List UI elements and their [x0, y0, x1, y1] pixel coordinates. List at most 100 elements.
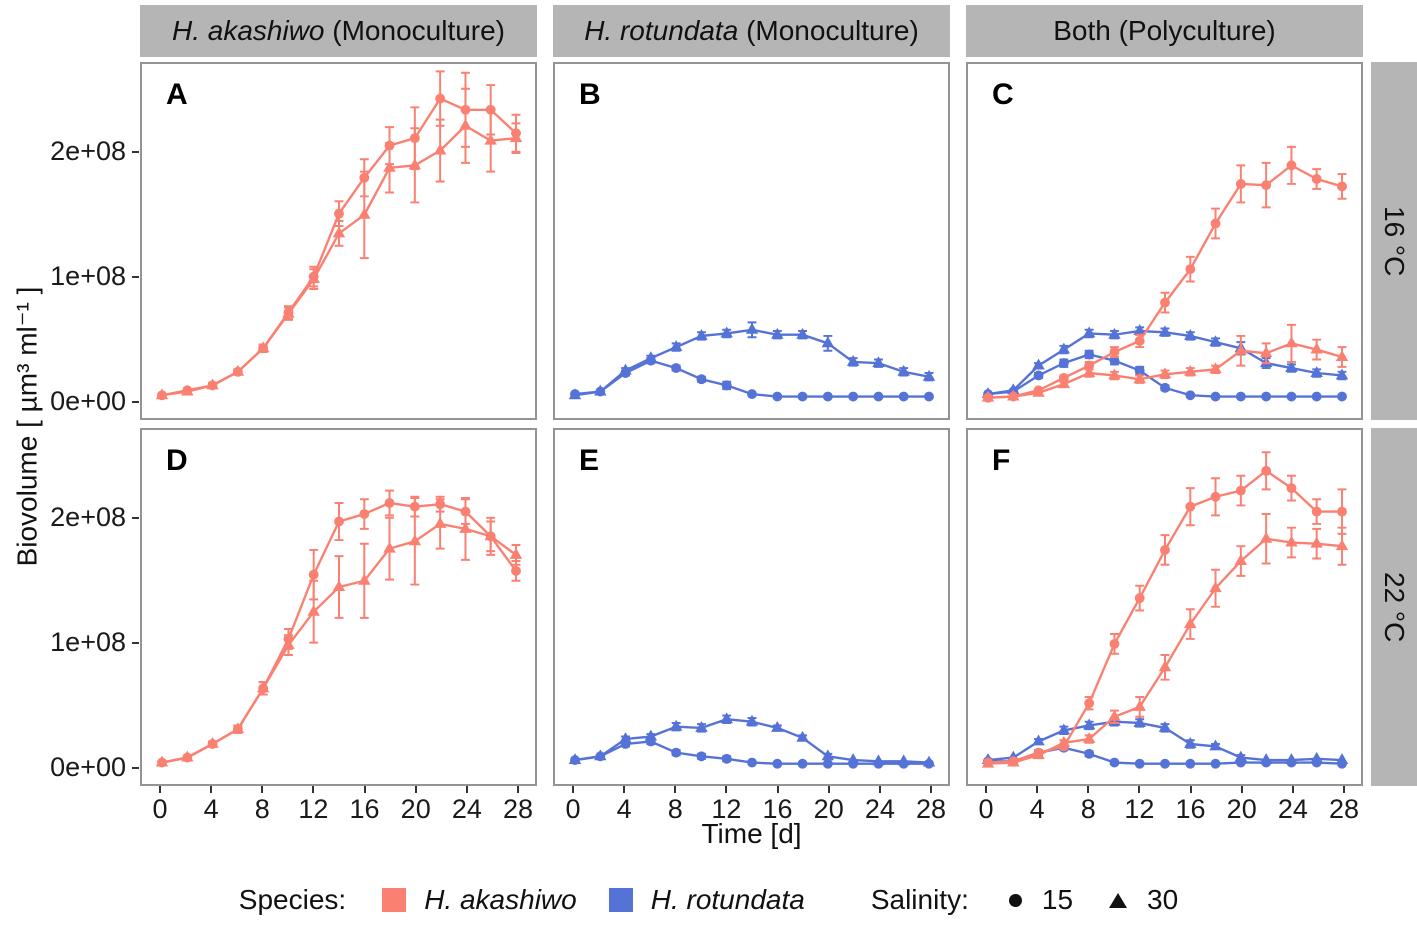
x-tick-label-col1: 24 [864, 794, 895, 824]
x-tick-mark-col0 [210, 786, 213, 793]
legend-species-label: Species: [238, 884, 347, 915]
x-tick-mark-col1 [623, 786, 626, 793]
x-tick-mark-col2 [1036, 786, 1039, 793]
x-tick-label-col1: 28 [915, 794, 947, 824]
facet-header-rest: (Monoculture) [738, 15, 919, 46]
x-tick-mark-col2 [985, 786, 987, 793]
panel-A-letter: A [166, 78, 188, 111]
x-tick-mark-col1 [674, 786, 677, 793]
facet-header-polyculture: Both (Polyculture) [966, 5, 1363, 57]
x-tick-label-col0: 12 [298, 794, 329, 824]
x-tick-mark-col1 [776, 786, 779, 793]
species-rotundata-swatch [608, 888, 633, 912]
y-tick-label-row1: 2e+08 [50, 502, 126, 532]
panel-C: C [966, 62, 1363, 420]
panel-E-plot [568, 712, 936, 769]
x-tick-label-col0: 8 [254, 794, 270, 824]
x-tick-label-col2: 28 [1328, 794, 1360, 824]
x-tick-mark-col1 [827, 786, 830, 793]
x-tick-label-col0: 4 [203, 794, 219, 824]
panel-D: D [140, 428, 537, 786]
x-tick-label-col1: 16 [762, 794, 793, 824]
x-tick-label-col1: 20 [813, 794, 844, 824]
x-axis-title: Time [d] [701, 818, 802, 849]
panel-E-letter: E [579, 444, 600, 477]
x-tick-mark-col1 [725, 786, 728, 793]
facet-header-species-italic: H. akashiwo [171, 15, 325, 46]
panel-A-plot [155, 70, 523, 401]
legend-salinity-15: 15 [1041, 884, 1074, 915]
x-tick-label-col2: 12 [1124, 794, 1155, 824]
x-tick-label-col2: 4 [1029, 794, 1045, 824]
panel-F-plot [981, 451, 1349, 769]
y-tick-label-row1: 0e+00 [50, 752, 126, 782]
x-tick-mark-col0 [159, 786, 161, 793]
y-tick-label-row0: 1e+08 [50, 261, 126, 291]
x-tick-mark-col2 [1087, 786, 1090, 793]
panel-B-plot [568, 321, 936, 402]
panel-B-letter: B [579, 78, 601, 111]
x-tick-label-col2: 20 [1226, 794, 1257, 824]
x-tick-label-col0: 16 [349, 794, 380, 824]
x-tick-mark-col0 [312, 786, 315, 793]
x-tick-mark-col2 [1189, 786, 1192, 793]
x-tick-label-col0: 0 [152, 794, 168, 824]
x-tick-mark-col2 [1291, 786, 1294, 793]
panel-F-letter: F [992, 444, 1011, 477]
x-tick-mark-col0 [363, 786, 366, 793]
x-tick-label-col1: 4 [616, 794, 632, 824]
x-tick-label-col1: 12 [711, 794, 742, 824]
x-tick-label-col0: 28 [502, 794, 534, 824]
salinity-15-circle-icon [1008, 893, 1022, 907]
panel-B: B [553, 62, 950, 420]
facet-header-16C: 16 °C [1371, 62, 1417, 420]
panel-D-plot [155, 489, 523, 768]
panel-D-letter: D [166, 444, 188, 477]
y-tick-mark-row1 [132, 767, 139, 769]
x-tick-mark-col0 [261, 786, 264, 793]
y-axis-title: Biovolume [ µm³ ml⁻¹ ] [11, 286, 43, 567]
x-tick-label-col1: 0 [565, 794, 581, 824]
facet-header-22C: 22 °C [1371, 428, 1417, 786]
x-tick-mark-col0 [517, 786, 519, 793]
y-tick-label-row0: 0e+00 [50, 386, 126, 416]
y-tick-mark-row1 [132, 517, 139, 519]
facet-header-akashiwo-monoculture: H. akashiwo (Monoculture) [140, 5, 537, 57]
x-tick-label-col1: 8 [667, 794, 683, 824]
panel-C-letter: C [992, 78, 1014, 111]
x-tick-label-col0: 20 [400, 794, 431, 824]
panel-E: E [553, 428, 950, 786]
x-tick-label-col2: 0 [978, 794, 994, 824]
facet-header-rest: Both (Polyculture) [1053, 15, 1276, 46]
y-tick-mark-row0 [132, 151, 139, 153]
legend: Species: H. akashiwo H. rotundata Salini… [0, 884, 1417, 916]
panel-C-plot [981, 145, 1349, 403]
legend-species-akashiwo: H. akashiwo [424, 884, 577, 915]
facet-header-rotundata-monoculture: H. rotundata (Monoculture) [553, 5, 950, 57]
panel-A: A [140, 62, 537, 420]
legend-salinity-label: Salinity: [870, 884, 969, 915]
x-tick-label-col2: 8 [1080, 794, 1096, 824]
y-tick-label-row0: 2e+08 [50, 136, 126, 166]
salinity-30-triangle-icon [1109, 892, 1128, 908]
x-tick-mark-col0 [465, 786, 468, 793]
x-tick-mark-col2 [1343, 786, 1345, 793]
panel-F: F [966, 428, 1363, 786]
x-tick-label-col0: 24 [451, 794, 482, 824]
y-tick-mark-row1 [132, 642, 139, 644]
y-tick-mark-row0 [132, 401, 139, 403]
legend-salinity-30: 30 [1147, 884, 1179, 915]
x-tick-mark-col2 [1138, 786, 1141, 793]
x-tick-mark-col2 [1240, 786, 1243, 793]
species-akashiwo-swatch [382, 888, 407, 912]
y-tick-mark-row0 [132, 276, 139, 278]
x-tick-label-col2: 16 [1175, 794, 1206, 824]
x-tick-mark-col1 [572, 786, 574, 793]
x-tick-label-col2: 24 [1277, 794, 1308, 824]
facet-header-species-italic: H. rotundata [584, 15, 739, 46]
x-tick-mark-col0 [414, 786, 417, 793]
x-tick-mark-col1 [878, 786, 881, 793]
facet-header-rest: (Monoculture) [324, 15, 506, 46]
y-tick-label-row1: 1e+08 [50, 627, 126, 657]
